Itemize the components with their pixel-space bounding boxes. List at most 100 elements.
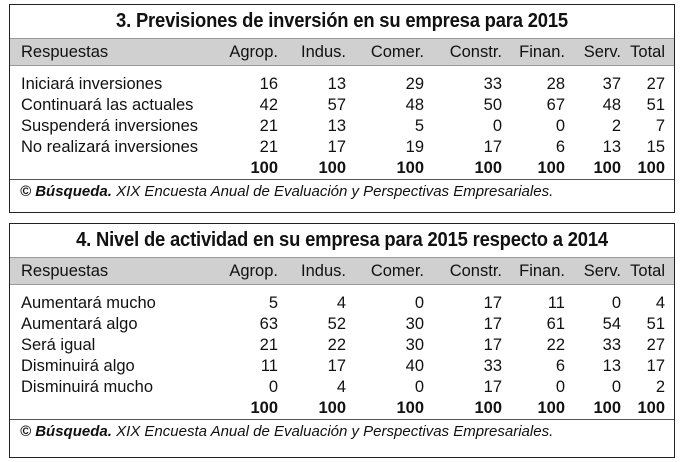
cell-value: 27 — [646, 75, 665, 93]
row-label: Continuará las actuales — [21, 96, 194, 114]
cell-value: 11 — [547, 294, 565, 312]
cell-value: 22 — [327, 336, 346, 354]
table-header-row: Respuestas Agrop. Indus. Comer. Constr. … — [10, 38, 674, 66]
cell-value: 33 — [602, 336, 621, 354]
cell-value: 4 — [336, 378, 346, 396]
total-value: 100 — [537, 399, 565, 417]
cell-value: 16 — [259, 75, 278, 93]
cell-value: 0 — [555, 378, 565, 396]
table-row: Será igual 21 22 30 17 22 33 27 — [10, 335, 674, 356]
total-value: 100 — [396, 399, 424, 417]
cell-value: 19 — [405, 138, 424, 156]
total-value: 100 — [537, 159, 565, 177]
source-note: © Búsqueda. XIX Encuesta Anual de Evalua… — [10, 180, 674, 204]
cell-value: 28 — [546, 75, 565, 93]
table-header-row: Respuestas Agrop. Indus. Comer. Constr. … — [10, 257, 674, 285]
cell-value: 54 — [602, 315, 621, 333]
column-header-agrop: Agrop. — [229, 42, 278, 61]
cell-value: 5 — [414, 117, 424, 135]
cell-value: 0 — [414, 378, 424, 396]
cell-value: 13 — [602, 138, 621, 156]
table-total-row: 100 100 100 100 100 100 100 — [10, 158, 674, 180]
cell-value: 0 — [555, 117, 565, 135]
cell-value: 21 — [259, 138, 278, 156]
cell-value: 5 — [268, 294, 278, 312]
total-value: 100 — [593, 159, 621, 177]
source-note: © Búsqueda. XIX Encuesta Anual de Evalua… — [10, 420, 674, 444]
column-header-serv: Serv. — [583, 261, 621, 280]
table-activity-level: 4. Nivel de actividad en su empresa para… — [9, 223, 675, 458]
cell-value: 61 — [546, 315, 565, 333]
total-value: 100 — [637, 399, 665, 417]
column-header-indus: Indus. — [301, 42, 346, 61]
cell-value: 48 — [405, 96, 424, 114]
source-brand: © Búsqueda. — [20, 183, 112, 200]
table-row: Aumentará algo 63 52 30 17 61 54 51 — [10, 314, 674, 335]
column-header-finan: Finan. — [519, 261, 565, 280]
cell-value: 30 — [405, 315, 424, 333]
table-row: Suspenderá inversiones 21 13 5 0 0 2 7 — [10, 116, 674, 137]
table-title: 4. Nivel de actividad en su empresa para… — [76, 229, 608, 251]
row-label: Disminuirá algo — [21, 357, 135, 375]
cell-value: 57 — [327, 96, 346, 114]
source-brand: © Búsqueda. — [20, 423, 112, 440]
source-text: XIX Encuesta Anual de Evaluación y Persp… — [111, 423, 554, 440]
table-row: Continuará las actuales 42 57 48 50 67 4… — [10, 95, 674, 116]
cell-value: 21 — [259, 336, 278, 354]
cell-value: 13 — [602, 357, 621, 375]
cell-value: 51 — [646, 96, 665, 114]
column-header-total: Total — [630, 42, 665, 61]
total-value: 100 — [637, 159, 665, 177]
cell-value: 42 — [259, 96, 278, 114]
column-header-comer: Comer. — [370, 42, 424, 61]
cell-value: 2 — [655, 378, 665, 396]
column-header-agrop: Agrop. — [229, 261, 278, 280]
cell-value: 2 — [611, 117, 621, 135]
row-label: Disminuirá mucho — [21, 378, 154, 396]
column-header-respuestas: Respuestas — [21, 261, 109, 280]
cell-value: 17 — [327, 357, 346, 375]
cell-value: 6 — [555, 357, 565, 375]
table-row: No realizará inversiones 21 17 19 17 6 1… — [10, 137, 674, 158]
cell-value: 13 — [327, 75, 346, 93]
cell-value: 4 — [336, 294, 346, 312]
row-label: Aumentará algo — [21, 315, 138, 333]
cell-value: 17 — [483, 315, 502, 333]
table-row: Disminuirá mucho 0 4 0 17 0 0 2 — [10, 377, 674, 398]
cell-value: 50 — [483, 96, 502, 114]
total-value: 100 — [474, 399, 502, 417]
row-label: Será igual — [21, 336, 96, 354]
row-label: Iniciará inversiones — [21, 75, 163, 93]
total-value: 100 — [318, 399, 346, 417]
cell-value: 0 — [268, 378, 278, 396]
cell-value: 4 — [655, 294, 665, 312]
column-header-comer: Comer. — [370, 261, 424, 280]
cell-value: 30 — [405, 336, 424, 354]
column-header-finan: Finan. — [519, 42, 565, 61]
cell-value: 33 — [483, 357, 502, 375]
cell-value: 22 — [546, 336, 565, 354]
total-value: 100 — [250, 159, 278, 177]
column-header-total: Total — [630, 261, 665, 280]
row-label: Aumentará mucho — [21, 294, 156, 312]
table-investment-forecast: 3. Previsiones de inversión en su empres… — [9, 4, 675, 213]
table-total-row: 100 100 100 100 100 100 100 — [10, 398, 674, 420]
total-value: 100 — [396, 159, 424, 177]
cell-value: 51 — [646, 315, 665, 333]
cell-value: 15 — [646, 138, 665, 156]
column-header-serv: Serv. — [583, 42, 621, 61]
cell-value: 0 — [611, 378, 621, 396]
column-header-constr: Constr. — [449, 261, 502, 280]
total-value: 100 — [318, 159, 346, 177]
cell-value: 17 — [483, 294, 502, 312]
row-label: No realizará inversiones — [21, 138, 198, 156]
cell-value: 17 — [483, 336, 502, 354]
cell-value: 11 — [260, 357, 278, 375]
total-value: 100 — [474, 159, 502, 177]
column-header-respuestas: Respuestas — [21, 42, 109, 61]
table-row: Aumentará mucho 5 4 0 17 11 0 4 — [10, 293, 674, 314]
cell-value: 17 — [483, 378, 502, 396]
cell-value: 7 — [655, 117, 665, 135]
cell-value: 63 — [259, 315, 278, 333]
total-value: 100 — [250, 399, 278, 417]
